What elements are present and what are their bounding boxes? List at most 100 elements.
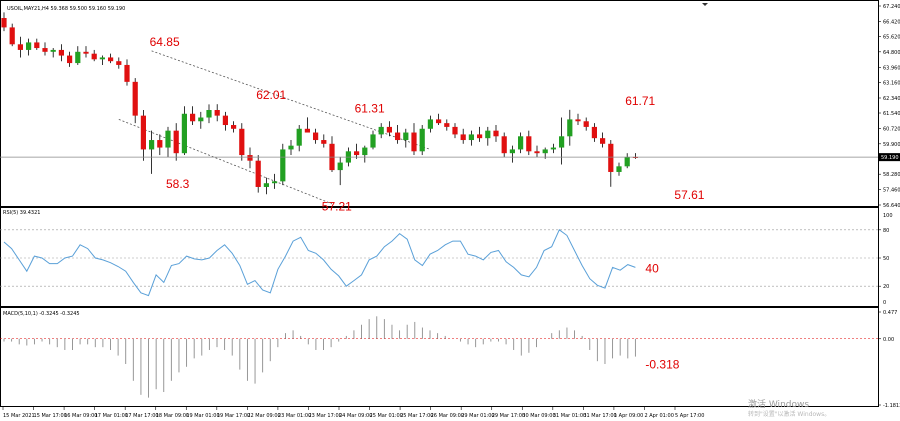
rsi-tick-label: 20 bbox=[883, 284, 889, 290]
price-axis: 67.240 66.420 65.620 64.800 63.960 63.160 62.3… bbox=[0, 4, 900, 209]
price-annotation: 61.31 bbox=[355, 101, 385, 115]
macd-panel[interactable] bbox=[0, 307, 879, 407]
price-annotation: 57.61 bbox=[674, 188, 704, 202]
price-tick-label: 63.160 bbox=[883, 81, 900, 87]
candle-body bbox=[395, 132, 401, 141]
candle-body bbox=[165, 130, 171, 148]
candle-body bbox=[222, 115, 228, 126]
price-annotation: 57.21 bbox=[322, 199, 352, 213]
candle-body bbox=[616, 166, 622, 172]
price-panel[interactable] bbox=[0, 0, 879, 207]
time-tick-label: 19 Mar 17:00 bbox=[217, 413, 250, 419]
time-tick-label: 30 Mar 09:00 bbox=[522, 413, 555, 419]
candle-body bbox=[132, 81, 138, 116]
time-tick-label: 31 Mar 17:00 bbox=[583, 413, 616, 419]
candle-body bbox=[419, 128, 425, 152]
price-tick-label: 61.540 bbox=[883, 111, 900, 117]
candle-body bbox=[559, 136, 565, 148]
candle-body bbox=[608, 143, 614, 172]
macd-tick-label: 0.477 bbox=[883, 310, 897, 316]
candle-body bbox=[9, 27, 15, 45]
candle-body bbox=[509, 149, 515, 154]
time-tick-label: 19 Mar 01:00 bbox=[186, 413, 219, 419]
candle-body bbox=[34, 42, 40, 49]
candle-body bbox=[550, 147, 556, 150]
time-tick-label: 25 Mar 17:00 bbox=[400, 413, 433, 419]
rsi-tick-label: 50 bbox=[883, 256, 889, 262]
rsi-tick-label: 100 bbox=[883, 213, 893, 219]
candle-body bbox=[468, 134, 474, 141]
candlesticks bbox=[1, 12, 638, 195]
time-tick-label: 15 Mar 2021 bbox=[3, 413, 35, 419]
time-tick-label: 24 Mar 09:00 bbox=[339, 413, 372, 419]
rsi-line bbox=[3, 229, 636, 297]
candle-body bbox=[206, 110, 212, 118]
candle-body bbox=[362, 147, 368, 156]
candle-body bbox=[386, 126, 392, 133]
windows-activation-hint: 转到"设置"以激活 Windows。 bbox=[748, 411, 831, 418]
candle-body bbox=[354, 151, 360, 156]
time-tick-label: 26 Mar 09:00 bbox=[431, 413, 464, 419]
candle-body bbox=[436, 119, 442, 124]
price-tick-label: 57.460 bbox=[883, 188, 900, 194]
candle-body bbox=[91, 53, 97, 60]
candle-body bbox=[181, 113, 187, 154]
time-tick-label: 15 Mar 17:00 bbox=[34, 413, 67, 419]
rsi-value-label: 40 bbox=[645, 261, 659, 275]
candle-body bbox=[575, 119, 581, 122]
candle-body bbox=[288, 145, 294, 150]
chart-menu-icon[interactable] bbox=[702, 3, 708, 6]
price-annotation: 62.01 bbox=[256, 88, 286, 102]
candle-body bbox=[460, 134, 466, 141]
candle-body bbox=[452, 126, 458, 135]
rsi-plot: 80 50 20 100 0 40 bbox=[0, 213, 893, 306]
rsi-panel-header: RSI(5) 39.4321 bbox=[3, 210, 40, 216]
price-annotation: 64.85 bbox=[150, 35, 180, 49]
time-tick-label: 17 Mar 17:00 bbox=[125, 413, 158, 419]
time-tick-label: 29 Mar 17:00 bbox=[492, 413, 525, 419]
time-tick-label: 31 Mar 01:00 bbox=[553, 413, 586, 419]
candle-body bbox=[1, 18, 7, 28]
candle-body bbox=[567, 119, 573, 137]
candle-body bbox=[214, 110, 220, 116]
candle-body bbox=[378, 126, 384, 135]
price-tick-label: 62.340 bbox=[883, 96, 900, 102]
candle-body bbox=[198, 117, 204, 122]
candle-body bbox=[518, 136, 524, 150]
candle-body bbox=[411, 132, 417, 152]
candle-body bbox=[526, 136, 532, 152]
candle-body bbox=[485, 130, 491, 139]
candle-body bbox=[501, 136, 507, 154]
candle-body bbox=[583, 121, 589, 127]
time-tick-label: 23 Mar 01:00 bbox=[278, 413, 311, 419]
rsi-tick-label: 0 bbox=[883, 300, 886, 306]
candle-body bbox=[149, 140, 155, 150]
rsi-panel[interactable] bbox=[0, 207, 879, 307]
time-tick-label: 18 Mar 09:00 bbox=[156, 413, 189, 419]
price-tick-label: 60.720 bbox=[883, 126, 900, 132]
candle-body bbox=[42, 48, 48, 52]
candle-body bbox=[58, 49, 64, 56]
candle-body bbox=[321, 140, 327, 144]
price-tick-label: 56.640 bbox=[883, 203, 900, 209]
candle-body bbox=[600, 138, 606, 144]
time-tick-label: 2 Apr 01:00 bbox=[644, 413, 673, 419]
candle-body bbox=[304, 128, 310, 133]
candle-body bbox=[444, 123, 450, 127]
macd-tick-label: -1.1813 bbox=[883, 403, 900, 409]
candle-body bbox=[247, 155, 253, 161]
candle-body bbox=[263, 183, 269, 187]
price-tick-label: 64.800 bbox=[883, 50, 900, 56]
time-tick-label: 5 Apr 17:00 bbox=[675, 413, 704, 419]
candle-body bbox=[370, 134, 376, 148]
time-tick-label: 22 Mar 09:00 bbox=[247, 413, 280, 419]
candle-body bbox=[280, 149, 286, 182]
candle-body bbox=[83, 51, 89, 54]
candle-body bbox=[17, 44, 23, 50]
candle-body bbox=[403, 132, 409, 141]
trendlines bbox=[118, 50, 431, 205]
time-tick-label: 25 Mar 01:00 bbox=[370, 413, 403, 419]
candle-body bbox=[99, 57, 105, 60]
